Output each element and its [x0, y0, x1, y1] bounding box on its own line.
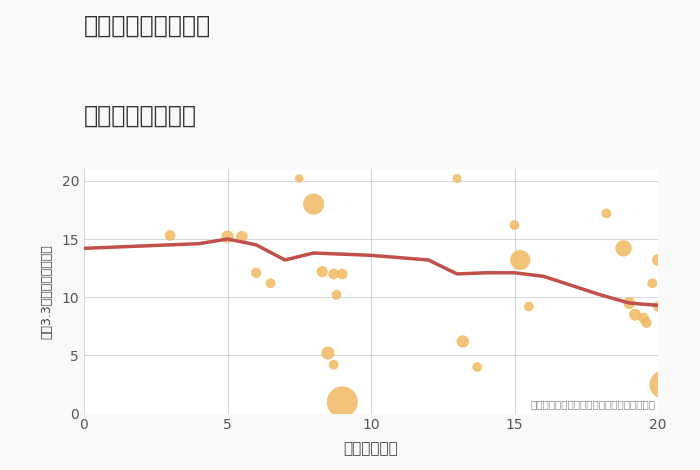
Point [328, 361, 339, 368]
Point [658, 381, 669, 388]
Point [472, 363, 483, 371]
Point [641, 319, 652, 327]
Point [514, 256, 526, 264]
Point [294, 175, 305, 182]
Point [601, 210, 612, 217]
Point [237, 233, 248, 241]
Point [337, 270, 348, 278]
Point [331, 291, 342, 298]
Point [638, 314, 650, 322]
Point [337, 398, 348, 406]
Point [629, 311, 641, 319]
Text: 円の大きさは、取引のあった物件面積を示す: 円の大きさは、取引のあった物件面積を示す [530, 399, 655, 409]
Point [251, 269, 262, 276]
Point [308, 200, 319, 208]
Point [524, 303, 535, 310]
Point [509, 221, 520, 229]
X-axis label: 駅距離（分）: 駅距離（分） [344, 441, 398, 456]
Point [164, 232, 176, 239]
Point [652, 303, 664, 310]
Point [618, 244, 629, 252]
Text: 兵庫県豊岡市三宅の: 兵庫県豊岡市三宅の [84, 14, 211, 38]
Point [316, 268, 328, 275]
Point [457, 337, 468, 345]
Point [647, 280, 658, 287]
Point [452, 175, 463, 182]
Y-axis label: 坪（3.3㎡）単価（万円）: 坪（3.3㎡）単価（万円） [40, 244, 53, 339]
Point [265, 280, 276, 287]
Point [652, 256, 664, 264]
Point [624, 299, 635, 307]
Text: 駅距離別土地価格: 駅距離別土地価格 [84, 103, 197, 127]
Point [328, 270, 339, 278]
Point [323, 349, 334, 357]
Point [222, 233, 233, 241]
